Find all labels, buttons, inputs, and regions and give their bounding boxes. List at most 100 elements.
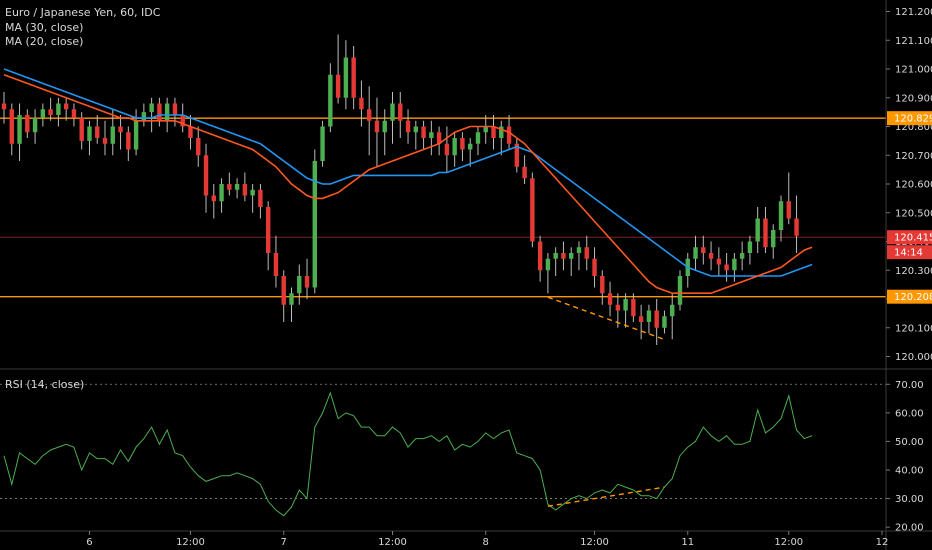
candle-body [468,143,473,150]
candle [343,40,349,110]
candle-body [196,138,201,156]
candle [444,126,450,173]
candle [180,103,185,133]
candle-body [335,74,341,98]
candle [739,241,745,271]
candle-body [87,126,92,141]
rsi-tick-label: 30.00 [895,494,924,505]
candle-body [304,276,310,288]
candle-body [514,143,520,167]
rsi-divergence-line [547,486,665,507]
candle [491,115,496,150]
candle [48,97,53,121]
candle-body [320,126,325,161]
candle [79,112,84,150]
candle [25,109,30,138]
candle-body [537,241,543,271]
candle [366,86,372,156]
candle [553,247,558,276]
candle-body [164,103,170,121]
candle-body [63,103,69,110]
candle [436,126,442,156]
candle [576,241,582,271]
candle [172,97,178,127]
candle [708,241,714,271]
candle [188,115,193,150]
candle [514,138,520,173]
rsi-pane-grid [0,383,886,499]
candle-body [297,276,302,294]
candle [126,126,131,161]
resistance-price-tag: 120.829 [894,114,932,125]
candle-body [739,253,745,259]
price-divergence-line [547,296,665,341]
candle-body [79,117,84,141]
candle [219,178,224,213]
candle [623,293,628,328]
candle-body [506,126,512,144]
candle [157,97,162,127]
support-resistance-levels [0,117,886,298]
candle [359,80,364,127]
candle [677,270,683,311]
candle-body [40,109,46,118]
candle-body [724,264,729,271]
candle-body [366,109,372,121]
candle [421,120,426,150]
candle-body [281,276,286,305]
candle-body [732,258,737,271]
candle [468,138,473,167]
price-tick-label: 121.000 [895,65,932,76]
candle-body [778,201,784,230]
candle [63,97,69,121]
bar-countdown-tag: 14:14 [894,248,923,259]
candle-body [351,57,356,98]
candle [95,115,100,144]
candle [242,172,248,202]
price-tick-label: 120.300 [895,266,932,277]
candle-body [561,253,566,259]
price-tags: 120.829 120.208 120.415 14:14 [887,111,932,304]
candle-body [118,126,123,133]
candle-body [693,247,698,259]
candle [716,247,722,276]
candle-body [126,132,131,150]
support-price-tag: 120.208 [894,292,932,303]
candle-body [530,178,535,242]
candle [40,103,46,127]
candle [102,120,108,156]
candle [250,184,255,213]
candle-body [646,310,652,322]
ma30-line [3,68,813,277]
candle [475,126,481,156]
candle-body [110,126,115,144]
candle [56,97,61,127]
candle [537,235,543,282]
candle-body [1,103,7,110]
time-tick-label: 8 [483,537,489,548]
candle [747,235,753,265]
candle-body [607,293,613,305]
candle [312,149,317,294]
candle-body [662,316,667,328]
candle [273,235,279,288]
candle-body [398,103,403,121]
candle-body [25,115,30,133]
candle-body [250,189,255,196]
candle [203,143,209,213]
candle-body [172,103,178,115]
price-tick-label: 121.100 [895,36,932,47]
candle-body [149,103,154,113]
candle [429,120,434,156]
time-tick-label: 12:00 [176,537,205,548]
candle [483,115,488,144]
time-tick-label: 11 [681,537,694,548]
candle [522,155,527,184]
candle [561,241,566,271]
candle [569,247,574,276]
rsi-line [3,391,813,517]
candle-body [227,184,232,190]
candle [631,293,636,322]
resistance-price-tag-bg [887,111,932,126]
candle-body [615,304,621,311]
